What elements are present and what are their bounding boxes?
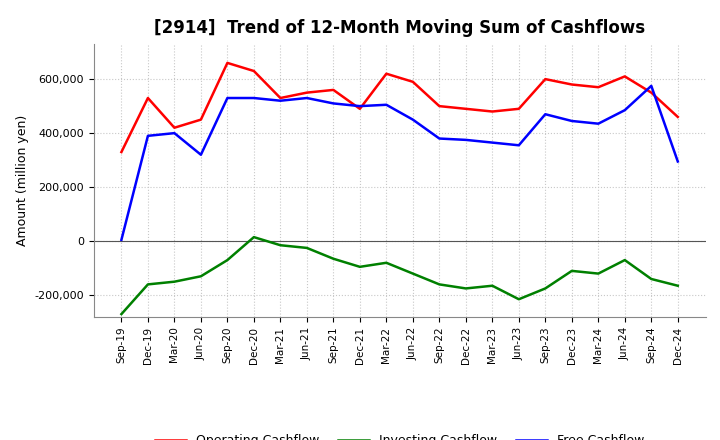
Investing Cashflow <box>435 282 444 287</box>
Investing Cashflow <box>302 245 311 250</box>
Investing Cashflow <box>408 271 417 276</box>
Operating Cashflow <box>356 106 364 111</box>
Operating Cashflow <box>250 68 258 73</box>
Operating Cashflow <box>541 77 549 82</box>
Operating Cashflow <box>621 74 629 79</box>
Title: [2914]  Trend of 12-Month Moving Sum of Cashflows: [2914] Trend of 12-Month Moving Sum of C… <box>154 19 645 37</box>
Free Cashflow <box>541 112 549 117</box>
Legend: Operating Cashflow, Investing Cashflow, Free Cashflow: Operating Cashflow, Investing Cashflow, … <box>150 429 649 440</box>
Operating Cashflow <box>462 106 470 111</box>
Investing Cashflow <box>541 286 549 291</box>
Free Cashflow <box>673 159 682 164</box>
Operating Cashflow <box>143 95 152 101</box>
Investing Cashflow <box>673 283 682 288</box>
Investing Cashflow <box>250 235 258 240</box>
Free Cashflow <box>382 102 391 107</box>
Investing Cashflow <box>197 274 205 279</box>
Investing Cashflow <box>223 257 232 263</box>
Investing Cashflow <box>117 312 126 317</box>
Operating Cashflow <box>329 87 338 92</box>
Line: Operating Cashflow: Operating Cashflow <box>122 63 678 152</box>
Free Cashflow <box>117 237 126 242</box>
Investing Cashflow <box>170 279 179 284</box>
Operating Cashflow <box>647 90 656 95</box>
Investing Cashflow <box>462 286 470 291</box>
Operating Cashflow <box>197 117 205 122</box>
Free Cashflow <box>356 103 364 109</box>
Free Cashflow <box>594 121 603 126</box>
Free Cashflow <box>647 83 656 88</box>
Free Cashflow <box>170 131 179 136</box>
Investing Cashflow <box>567 268 576 274</box>
Free Cashflow <box>408 117 417 122</box>
Free Cashflow <box>329 101 338 106</box>
Investing Cashflow <box>329 256 338 261</box>
Operating Cashflow <box>302 90 311 95</box>
Investing Cashflow <box>382 260 391 265</box>
Operating Cashflow <box>594 84 603 90</box>
Operating Cashflow <box>382 71 391 77</box>
Free Cashflow <box>223 95 232 101</box>
Operating Cashflow <box>170 125 179 130</box>
Operating Cashflow <box>408 79 417 84</box>
Operating Cashflow <box>117 150 126 155</box>
Free Cashflow <box>302 95 311 101</box>
Operating Cashflow <box>673 114 682 120</box>
Investing Cashflow <box>356 264 364 269</box>
Investing Cashflow <box>515 297 523 302</box>
Free Cashflow <box>435 136 444 141</box>
Operating Cashflow <box>567 82 576 87</box>
Investing Cashflow <box>594 271 603 276</box>
Free Cashflow <box>488 140 497 145</box>
Operating Cashflow <box>488 109 497 114</box>
Free Cashflow <box>250 95 258 101</box>
Operating Cashflow <box>223 60 232 66</box>
Investing Cashflow <box>276 242 284 248</box>
Y-axis label: Amount (million yen): Amount (million yen) <box>16 115 29 246</box>
Operating Cashflow <box>276 95 284 101</box>
Investing Cashflow <box>488 283 497 288</box>
Line: Free Cashflow: Free Cashflow <box>122 86 678 240</box>
Line: Investing Cashflow: Investing Cashflow <box>122 237 678 314</box>
Free Cashflow <box>197 152 205 158</box>
Free Cashflow <box>462 137 470 143</box>
Free Cashflow <box>621 107 629 113</box>
Investing Cashflow <box>621 257 629 263</box>
Free Cashflow <box>515 143 523 148</box>
Operating Cashflow <box>435 103 444 109</box>
Free Cashflow <box>276 98 284 103</box>
Operating Cashflow <box>515 106 523 111</box>
Free Cashflow <box>567 118 576 124</box>
Investing Cashflow <box>143 282 152 287</box>
Investing Cashflow <box>647 276 656 282</box>
Free Cashflow <box>143 133 152 139</box>
